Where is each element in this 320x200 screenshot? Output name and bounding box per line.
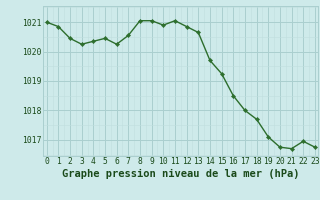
X-axis label: Graphe pression niveau de la mer (hPa): Graphe pression niveau de la mer (hPa) — [62, 169, 300, 179]
